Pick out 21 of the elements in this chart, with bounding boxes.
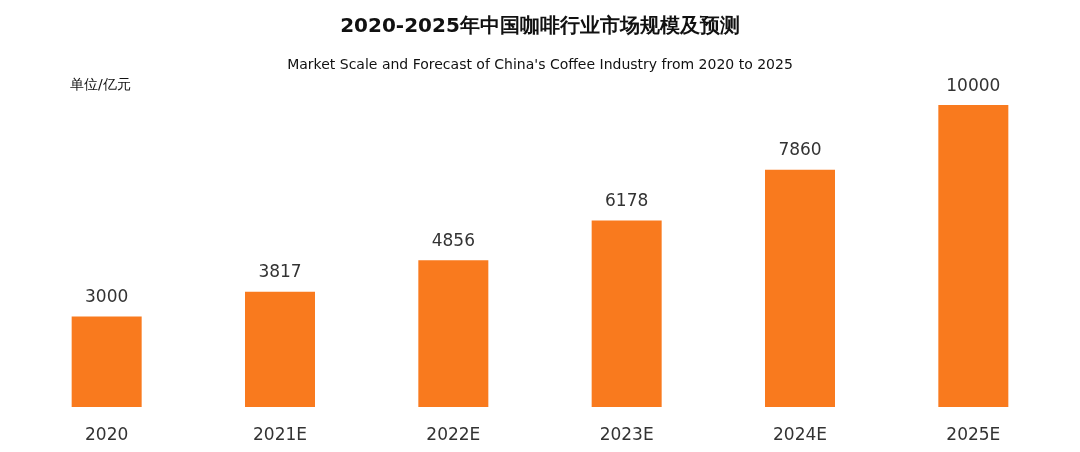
chart-subtitle: Market Scale and Forecast of China's Coffee Industry from 2020 to 2025 xyxy=(287,56,793,72)
x-tick-label: 2024E xyxy=(772,423,828,444)
x-tick-label: 2023E xyxy=(599,423,654,444)
data-label: 4856 xyxy=(431,229,475,250)
y-axis-title: 单位/亿元 xyxy=(70,76,131,92)
bar xyxy=(591,220,662,407)
bar xyxy=(938,105,1009,407)
data-label: 10000 xyxy=(946,74,1001,95)
x-tick-label: 2025E xyxy=(946,423,1001,444)
data-label: 7860 xyxy=(778,139,822,160)
data-label: 6178 xyxy=(605,189,649,210)
x-tick-label: 2020 xyxy=(85,423,129,444)
data-label: 3817 xyxy=(258,261,302,282)
bar xyxy=(245,291,315,407)
bar xyxy=(765,169,835,407)
bar xyxy=(418,260,489,407)
x-tick-label: 2022E xyxy=(426,423,481,444)
bar xyxy=(71,316,142,407)
chart-title: 2020-2025年中国咖啡行业市场规模及预测 xyxy=(340,13,740,37)
x-tick-label: 2021E xyxy=(252,423,308,444)
data-label: 3000 xyxy=(85,285,129,306)
